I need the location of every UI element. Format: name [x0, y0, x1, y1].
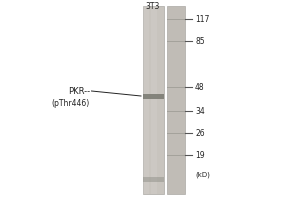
Text: 48: 48	[195, 82, 205, 92]
Text: PKR--: PKR--	[68, 86, 90, 96]
Bar	[167, 6, 184, 194]
Bar	[151, 6, 157, 194]
Bar	[142, 176, 164, 182]
Bar	[142, 6, 149, 194]
Bar	[147, 6, 153, 194]
Text: 34: 34	[195, 107, 205, 116]
Text: (kD): (kD)	[195, 172, 210, 178]
Text: (pThr446): (pThr446)	[52, 98, 90, 108]
Text: 85: 85	[195, 36, 205, 46]
Text: 26: 26	[195, 129, 205, 138]
Text: 19: 19	[195, 150, 205, 160]
Text: 3T3: 3T3	[146, 2, 160, 11]
Text: 117: 117	[195, 15, 209, 23]
Bar	[142, 94, 164, 98]
Bar	[142, 6, 164, 194]
